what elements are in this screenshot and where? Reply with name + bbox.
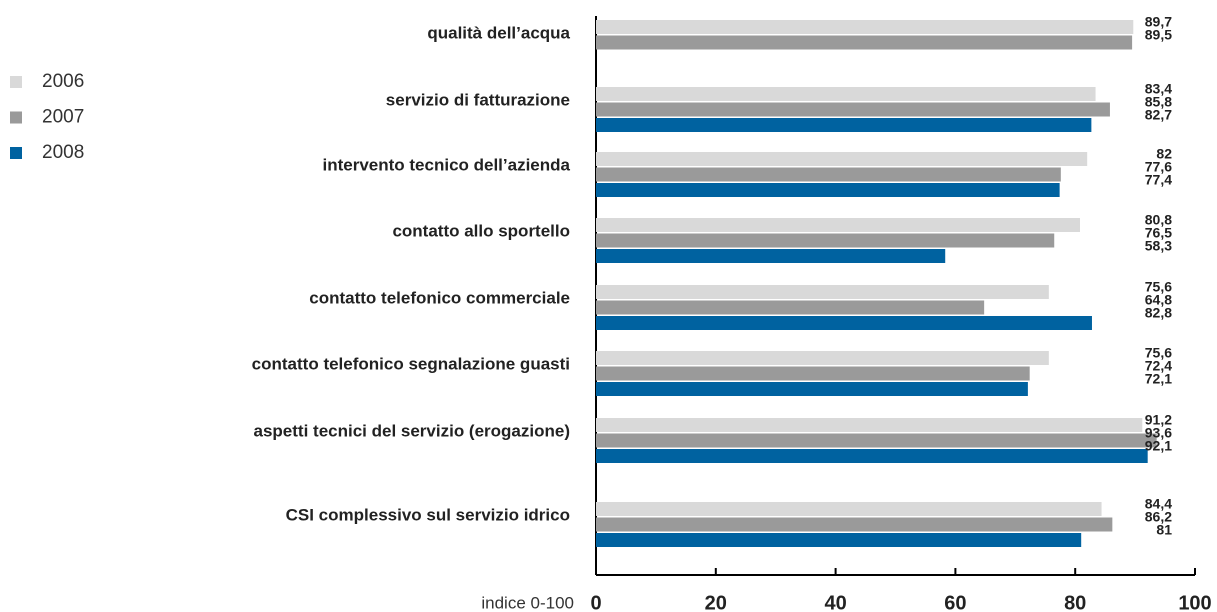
category-label: servizio di fatturazione: [386, 90, 570, 109]
value-label: 82,7: [1145, 107, 1172, 123]
x-tick-label: 40: [824, 592, 846, 612]
category-label: contatto telefonico segnalazione guasti: [252, 354, 570, 373]
legend-swatch: [10, 111, 22, 124]
x-tick-label: 0: [590, 592, 601, 612]
value-label: 76,5: [1145, 225, 1172, 241]
bar: [596, 382, 1028, 396]
value-label: 86,2: [1145, 509, 1172, 525]
bar: [596, 87, 1096, 101]
value-label: 77,4: [1145, 172, 1172, 188]
bar: [596, 152, 1088, 166]
category-label: qualità dell’acqua: [427, 23, 570, 42]
category-label: CSI complessivo sul servizio idrico: [286, 505, 570, 524]
value-label: 75,6: [1145, 279, 1172, 295]
x-tick-label: 20: [705, 592, 727, 612]
value-label: 89,5: [1145, 27, 1172, 43]
bar: [596, 233, 1055, 248]
bar: [596, 316, 1092, 330]
category-label: intervento tecnico dell’azienda: [322, 155, 570, 174]
x-axis-label: indice 0-100: [481, 593, 574, 612]
category-label: contatto telefonico commerciale: [309, 288, 570, 307]
category-label: contatto allo sportello: [392, 221, 570, 240]
value-label: 75,6: [1145, 345, 1172, 361]
value-label: 80,8: [1145, 212, 1172, 228]
bar: [596, 102, 1110, 117]
bar: [596, 118, 1092, 132]
value-label: 84,4: [1145, 496, 1172, 512]
category-label: aspetti tecnici del servizio (erogazione…: [254, 421, 570, 440]
x-tick-label: 60: [944, 592, 966, 612]
bar: [596, 418, 1143, 432]
x-tick-label: 80: [1064, 592, 1086, 612]
bar: [596, 249, 946, 263]
bar: [596, 533, 1082, 547]
bar: [596, 285, 1049, 299]
bar: [596, 300, 985, 315]
bar: [596, 351, 1049, 365]
value-label: 72,4: [1145, 358, 1172, 374]
legend-swatch: [10, 147, 22, 159]
legend-label: 2008: [42, 142, 84, 163]
bar: [596, 449, 1148, 463]
legend-label: 2007: [42, 107, 84, 128]
value-label: 81: [1156, 522, 1172, 538]
value-label: 85,8: [1145, 94, 1172, 110]
value-label: 89,7: [1145, 14, 1172, 30]
value-label: 93,6: [1145, 425, 1172, 441]
value-label: 77,6: [1145, 159, 1172, 175]
bar: [596, 502, 1102, 516]
value-label: 91,2: [1145, 412, 1172, 428]
bar: [596, 20, 1134, 34]
bar: [596, 167, 1061, 182]
legend-label: 2006: [42, 71, 84, 92]
value-label: 92,1: [1145, 438, 1172, 454]
value-label: 82,8: [1145, 305, 1172, 321]
bar: [596, 35, 1133, 50]
bar: [596, 433, 1157, 448]
value-label: 72,1: [1145, 371, 1172, 387]
value-label: 83,4: [1145, 81, 1172, 97]
bar: [596, 183, 1060, 197]
bar: [596, 366, 1030, 381]
bar: [596, 218, 1080, 232]
value-label: 64,8: [1145, 292, 1172, 308]
x-tick-label: 100: [1178, 592, 1211, 612]
value-label: 58,3: [1145, 238, 1172, 254]
legend-swatch: [10, 76, 22, 88]
value-label: 82: [1156, 146, 1172, 162]
bar: [596, 517, 1113, 532]
